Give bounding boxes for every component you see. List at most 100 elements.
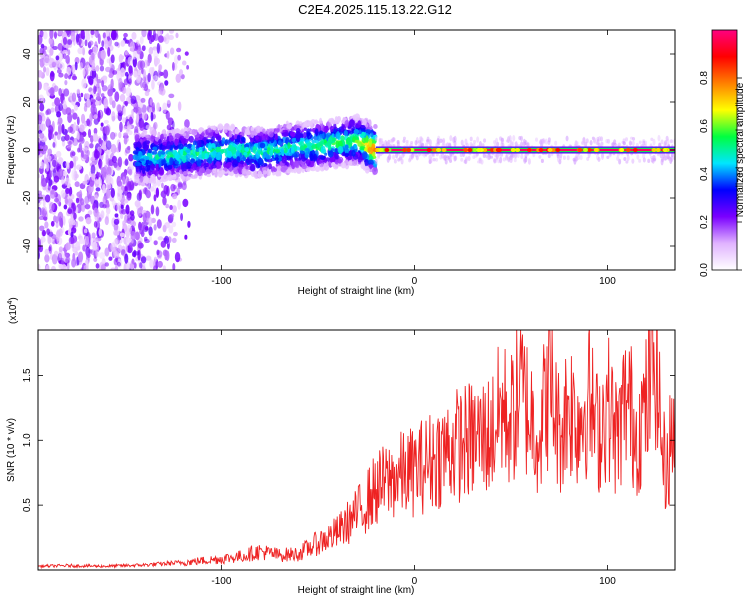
heatmap-cell	[44, 248, 50, 256]
x-tick-label: 100	[599, 576, 616, 587]
heatmap-cell	[94, 150, 100, 159]
heatmap-cell	[225, 162, 232, 169]
heatmap-cell	[193, 174, 198, 179]
heatmap-cell	[252, 146, 257, 154]
heatmap-cell	[369, 139, 373, 148]
heatmap-cell	[39, 132, 45, 139]
heatmap-cell	[499, 156, 503, 164]
heatmap-cell	[278, 140, 282, 145]
heatmap-cell	[196, 159, 202, 167]
heatmap-cell	[377, 155, 381, 160]
heatmap-cell	[600, 136, 604, 142]
heatmap-cell	[124, 51, 129, 56]
heatmap-cell	[223, 128, 228, 133]
heatmap-cell	[631, 158, 635, 164]
x-tick-label: 100	[599, 276, 616, 287]
heatmap-cell	[617, 142, 621, 147]
heatmap-cell	[314, 166, 321, 172]
heatmap-cell	[123, 137, 128, 145]
heatmap-cell	[157, 35, 164, 43]
heatmap-cell	[360, 128, 366, 132]
heatmap-cell	[62, 53, 67, 60]
heatmap-cell	[61, 257, 65, 265]
heatmap-cell	[264, 134, 269, 141]
heatmap-cell	[273, 139, 277, 146]
spectrogram-y-axis-label: Frequency (Hz)	[6, 116, 17, 185]
heatmap-cell	[175, 73, 182, 83]
heatmap-cell	[524, 140, 528, 146]
heatmap-cell	[42, 216, 48, 221]
heatmap-cell	[108, 256, 113, 261]
heatmap-cell	[493, 140, 497, 145]
heatmap-cell	[57, 117, 63, 125]
heatmap-cell	[102, 75, 108, 80]
heatmap-cell	[127, 56, 133, 66]
heatmap-cell	[500, 152, 504, 157]
heatmap-cell	[357, 120, 362, 128]
heatmap-cell	[44, 254, 50, 263]
heatmap-cell	[162, 265, 166, 270]
heatmap-cell	[48, 231, 54, 237]
heatmap-cell	[625, 148, 631, 152]
heatmap-cell	[287, 152, 293, 157]
heatmap-cell	[120, 40, 126, 47]
heatmap-cell	[156, 102, 161, 112]
heatmap-cell	[120, 204, 124, 209]
heatmap-cell	[207, 157, 213, 164]
heatmap-cell	[402, 136, 406, 141]
heatmap-cell	[40, 122, 46, 132]
heatmap-cell	[88, 78, 94, 86]
heatmap-cell	[474, 154, 478, 158]
heatmap-cell	[467, 148, 473, 152]
heatmap-cell	[290, 131, 296, 137]
heatmap-cell	[95, 65, 100, 72]
heatmap-cell	[266, 158, 273, 163]
heatmap-cell	[58, 72, 64, 78]
heatmap-cell	[241, 136, 245, 143]
heatmap-cell	[60, 189, 66, 199]
heatmap-cell	[608, 153, 612, 158]
heatmap-cell	[274, 148, 281, 154]
heatmap-cell	[83, 264, 89, 270]
heatmap-cell	[547, 137, 551, 143]
heatmap-cell	[245, 158, 251, 163]
heatmap-cell	[95, 187, 101, 192]
heatmap-cell	[172, 205, 177, 213]
heatmap-cell	[662, 148, 668, 152]
heatmap-cell	[171, 221, 177, 228]
heatmap-cell	[67, 39, 73, 45]
heatmap-cell	[196, 166, 200, 172]
heatmap-cell	[364, 165, 370, 174]
heatmap-cell	[171, 237, 177, 243]
heatmap-cell	[596, 136, 600, 142]
heatmap-cell	[161, 144, 166, 152]
heatmap-cell	[373, 123, 378, 130]
heatmap-cell	[226, 150, 233, 159]
heatmap-cell	[107, 47, 111, 57]
heatmap-cell	[140, 221, 146, 232]
heatmap-cell	[141, 30, 147, 38]
heatmap-cell	[212, 126, 217, 131]
heatmap-cell	[110, 143, 117, 154]
heatmap-cell	[157, 150, 162, 157]
heatmap-cell	[472, 148, 478, 152]
chart-title: C2E4.2025.115.13.22.G12	[298, 2, 452, 17]
heatmap-cell	[208, 142, 212, 150]
heatmap-cell	[79, 134, 84, 142]
heatmap-cell	[123, 78, 129, 86]
heatmap-cell	[49, 188, 56, 199]
heatmap-cell	[80, 113, 86, 124]
heatmap-cell	[178, 69, 184, 76]
heatmap-cell	[313, 153, 318, 162]
heatmap-cell	[431, 153, 435, 158]
heatmap-cell	[128, 68, 134, 76]
heatmap-cell	[125, 243, 128, 255]
heatmap-cell	[214, 129, 220, 134]
heatmap-cell	[625, 160, 629, 164]
heatmap-cell	[661, 156, 665, 163]
heatmap-cell	[118, 141, 122, 153]
heatmap-cell	[54, 131, 58, 136]
heatmap-cell	[191, 162, 197, 171]
heatmap-cell	[352, 114, 357, 121]
heatmap-cell	[307, 120, 313, 127]
